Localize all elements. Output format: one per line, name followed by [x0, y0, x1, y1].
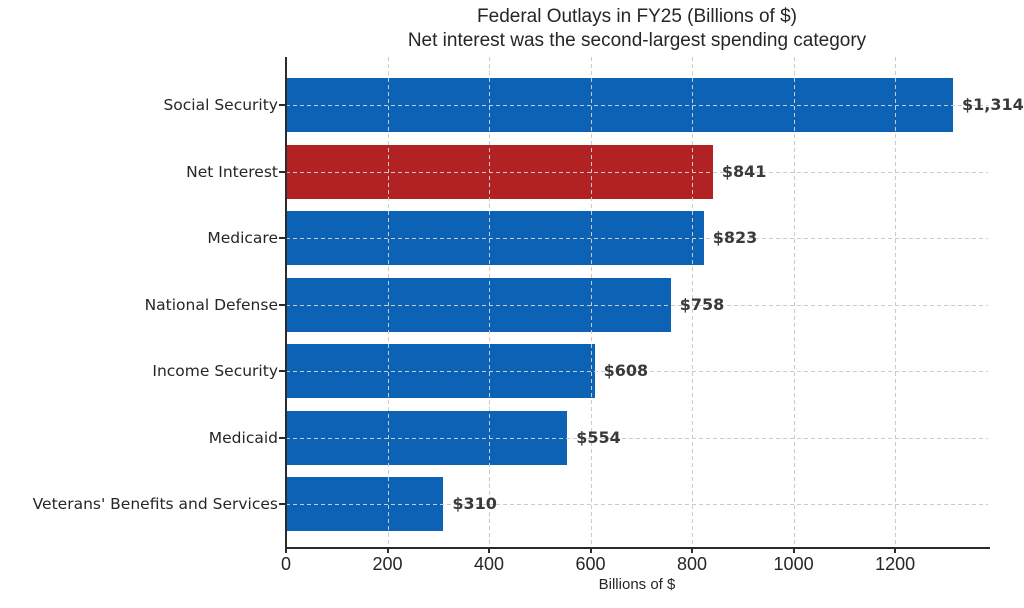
x-tick-mark-200 — [386, 548, 389, 553]
y-gridline-national-defense — [286, 304, 988, 306]
x-axis-spine — [284, 546, 990, 549]
value-label-social-security: $1,314 — [961, 95, 1024, 114]
x-tick-label-400: 400 — [474, 554, 505, 574]
x-gridline-200 — [387, 57, 389, 548]
category-label-medicare: Medicare — [207, 229, 278, 247]
y-tick-mark-medicare — [279, 237, 286, 239]
value-label-net-interest: $841 — [721, 161, 767, 181]
x-gridline-1000 — [793, 57, 795, 548]
x-gridline-1200 — [895, 57, 897, 548]
category-label-income-security: Income Security — [152, 362, 278, 380]
y-axis-spine — [284, 57, 287, 548]
y-tick-mark-medicaid — [279, 436, 286, 439]
y-gridline-medicare — [286, 238, 988, 239]
x-tick-mark-800 — [691, 548, 694, 553]
chart-subtitle: Net interest was the second-largest spen… — [407, 30, 867, 51]
y-gridline-income-security — [286, 371, 988, 372]
x-tick-mark-600 — [589, 548, 592, 553]
x-tick-label-1000: 1000 — [773, 554, 814, 574]
y-gridline-veterans-benefits-and-services — [286, 504, 988, 505]
x-gridline-600 — [590, 57, 592, 548]
x-tick-label-800: 800 — [677, 554, 708, 574]
x-tick-label-200: 200 — [372, 554, 403, 574]
value-label-income-security: $608 — [603, 361, 649, 380]
value-label-national-defense: $758 — [679, 294, 725, 314]
y-tick-mark-net-interest — [279, 170, 286, 173]
x-tick-mark-0 — [285, 548, 287, 553]
x-gridline-400 — [489, 57, 491, 548]
x-tick-label-1200: 1200 — [875, 554, 916, 574]
x-tick-mark-1000 — [792, 548, 795, 553]
y-gridline-medicaid — [286, 437, 988, 439]
category-label-medicaid: Medicaid — [208, 428, 278, 447]
y-tick-mark-income-security — [279, 370, 286, 372]
x-tick-label-0: 0 — [280, 554, 291, 574]
value-label-veterans-benefits-and-services: $310 — [452, 494, 497, 513]
x-axis-label: Billions of $ — [598, 576, 676, 593]
value-label-medicare: $823 — [712, 228, 758, 247]
category-label-national-defense: National Defense — [144, 295, 278, 314]
x-tick-mark-1200 — [894, 548, 897, 553]
x-tick-mark-400 — [488, 548, 491, 553]
y-gridline-net-interest — [286, 171, 988, 173]
x-tick-label-600: 600 — [575, 554, 606, 574]
chart-title: Federal Outlays in FY25 (Billions of $) — [477, 6, 797, 27]
category-label-veterans-benefits-and-services: Veterans' Benefits and Services — [32, 495, 278, 513]
category-label-net-interest: Net Interest — [186, 162, 278, 181]
y-tick-mark-veterans-benefits-and-services — [279, 503, 286, 505]
value-label-medicaid: $554 — [576, 427, 621, 447]
y-tick-mark-social-security — [279, 104, 286, 106]
x-gridline-800 — [692, 57, 694, 548]
chart-header: Federal Outlays in FY25 (Billions of $) … — [286, 5, 988, 53]
category-label-social-security: Social Security — [163, 96, 278, 114]
y-tick-mark-national-defense — [279, 303, 286, 306]
y-gridline-social-security — [286, 105, 988, 106]
